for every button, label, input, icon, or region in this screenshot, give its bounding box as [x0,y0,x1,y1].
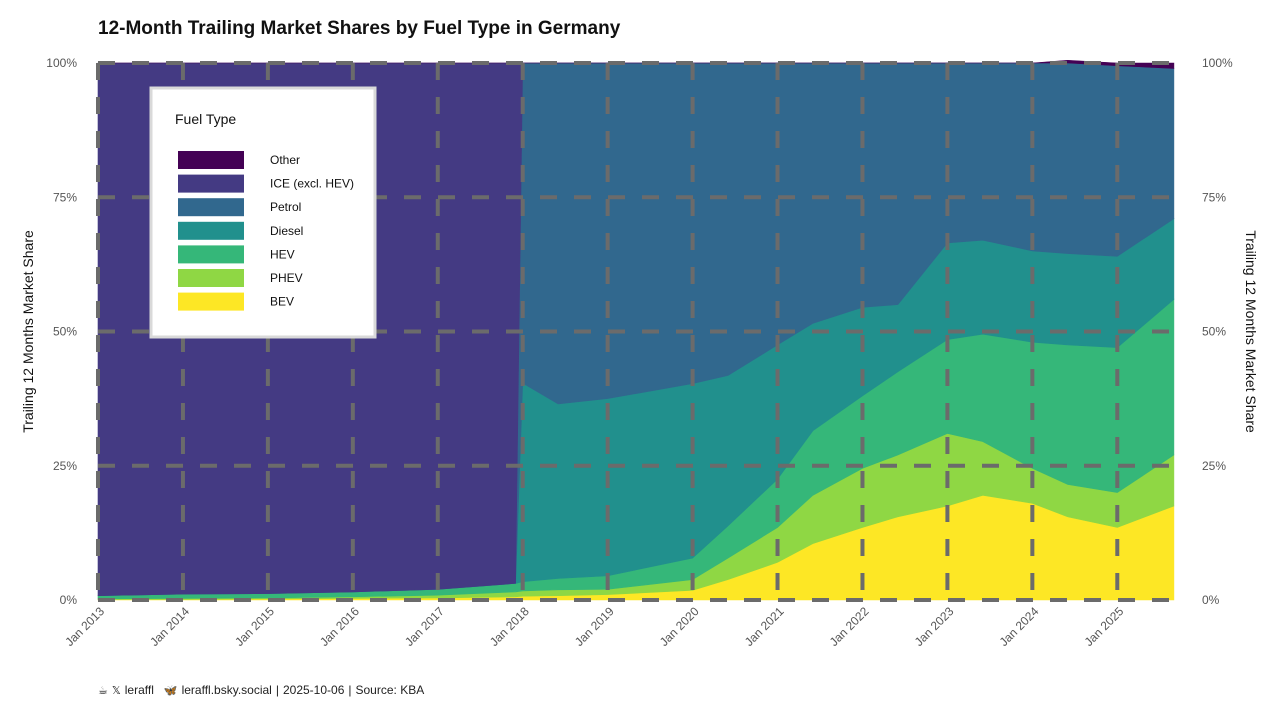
y-tick-label-right: 100% [1202,56,1233,70]
legend-label: ICE (excl. HEV) [270,177,354,191]
legend-swatch [178,174,244,193]
x-tick-label: Jan 2025 [1082,604,1127,649]
chart-title: 12-Month Trailing Market Shares by Fuel … [98,18,621,39]
y-axis-title-left: Trailing 12 Months Market Share [20,230,36,433]
y-tick-label-left: 25% [53,459,77,473]
x-handle: leraffl [124,683,154,697]
legend-label: PHEV [270,271,303,285]
y-tick-label-left: 75% [53,190,77,204]
y-axis-title-right: Trailing 12 Months Market Share [1243,230,1259,433]
bsky-handle: leraffl.bsky.social [181,683,272,697]
legend-swatch [178,151,244,169]
x-tick-label: Jan 2014 [147,604,192,649]
x-tick-label: Jan 2017 [402,604,447,649]
legend-swatch [178,245,244,264]
footer-date: 2025-10-06 [282,683,345,697]
legend: Fuel Type Other ICE (excl. HEV) Petrol Diese… [149,86,377,339]
legend-label: HEV [270,247,295,261]
mug-icon: ☕ [98,684,108,697]
legend-label: Other [270,153,300,167]
legend-swatch [178,221,244,240]
x-tick-label: Jan 2013 [62,604,107,649]
legend-label: Petrol [270,200,301,214]
x-tick-label: Jan 2023 [912,604,957,649]
legend-label: Diesel [270,224,303,238]
x-tick-label: Jan 2024 [997,604,1042,649]
legend-title: Fuel Type [175,111,236,127]
y-tick-label-right: 50% [1202,325,1226,339]
x-tick-label: Jan 2019 [572,604,617,649]
y-tick-label-right: 25% [1202,459,1226,473]
x-tick-label: Jan 2022 [827,604,872,649]
legend-swatch [178,292,244,311]
legend-label: BEV [270,295,294,309]
x-icon: 𝕏 [111,684,121,697]
butterfly-icon: 🦋 [163,684,178,697]
y-tick-label-right: 0% [1202,593,1220,607]
x-tick-label: Jan 2016 [317,604,362,649]
legend-swatch [178,269,244,287]
footer-sep: | [275,683,279,697]
x-tick-label: Jan 2021 [742,604,787,649]
footer-sep: | [348,683,352,697]
x-tick-label: Jan 2018 [487,604,532,649]
y-tick-label-left: 100% [46,56,77,70]
footer-source: Source: KBA [355,683,425,697]
x-tick-label: Jan 2020 [657,604,702,649]
legend-swatch [178,198,244,217]
x-tick-label: Jan 2015 [232,604,277,649]
y-tick-label-right: 75% [1202,190,1226,204]
y-tick-label-left: 50% [53,325,77,339]
footer: ☕ 𝕏 leraffl 🦋 leraffl.bsky.social | 2025… [98,683,424,697]
y-tick-label-left: 0% [60,593,78,607]
